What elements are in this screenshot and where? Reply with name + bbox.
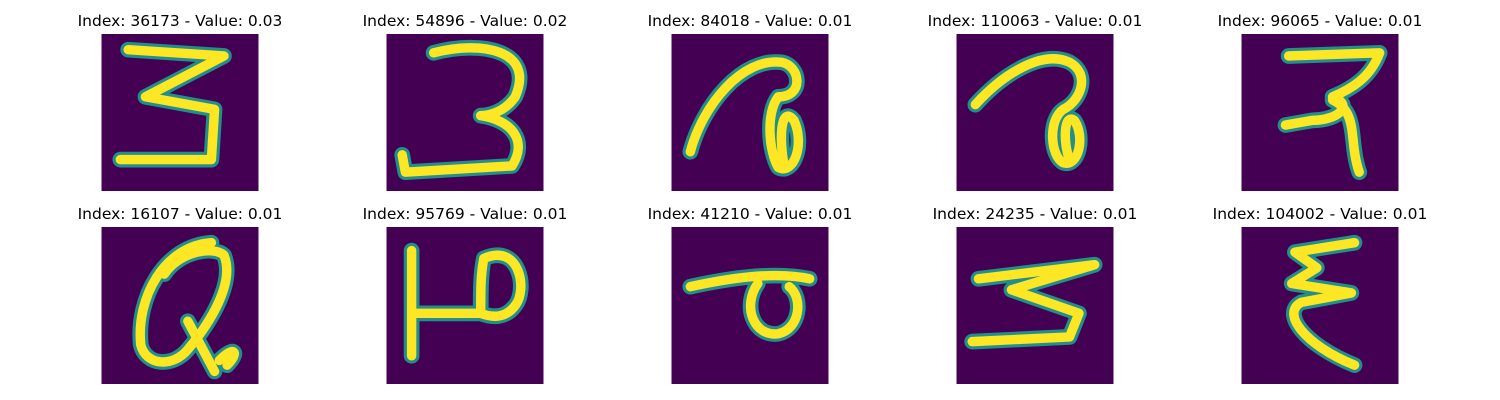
digit-image [1241,227,1399,384]
panel-title: Index: 110063 - Value: 0.01 [927,12,1143,30]
panel-title: Index: 54896 - Value: 0.02 [362,12,568,30]
panel-title: Index: 41210 - Value: 0.01 [647,205,853,223]
digit-image [101,34,259,191]
panel: Index: 96065 - Value: 0.01 [1170,0,1470,191]
panel: Index: 54896 - Value: 0.02 [315,0,615,191]
digit-image [671,34,829,191]
image-background [671,34,829,191]
panel: Index: 104002 - Value: 0.01 [1170,193,1470,384]
panel: Index: 95769 - Value: 0.01 [315,193,615,384]
digit-image [386,34,544,191]
panel-title: Index: 16107 - Value: 0.01 [77,205,283,223]
digit-image [1241,34,1399,191]
panel: Index: 16107 - Value: 0.01 [30,193,330,384]
panel-title: Index: 24235 - Value: 0.01 [932,205,1138,223]
panel-title: Index: 95769 - Value: 0.01 [362,205,568,223]
digit-image [956,227,1114,384]
panel-title: Index: 84018 - Value: 0.01 [647,12,853,30]
panel: Index: 84018 - Value: 0.01 [600,0,900,191]
panel: Index: 41210 - Value: 0.01 [600,193,900,384]
panel-title: Index: 36173 - Value: 0.03 [77,12,283,30]
digit-image [671,227,829,384]
panel: Index: 110063 - Value: 0.01 [885,0,1185,191]
digit-image [956,34,1114,191]
digit-image [386,227,544,384]
panel-title: Index: 96065 - Value: 0.01 [1217,12,1423,30]
panel-title: Index: 104002 - Value: 0.01 [1212,205,1428,223]
panel: Index: 24235 - Value: 0.01 [885,193,1185,384]
digit-image [101,227,259,384]
panel: Index: 36173 - Value: 0.03 [30,0,330,191]
